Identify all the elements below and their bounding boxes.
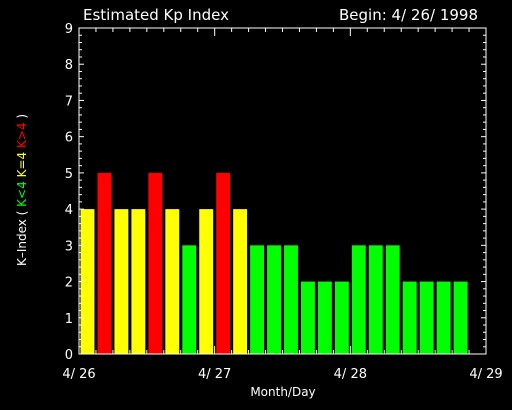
y-tick-label-7: 7 <box>65 94 73 109</box>
bar-11 <box>267 245 281 354</box>
bars-group <box>80 172 468 354</box>
bar-18 <box>385 245 400 354</box>
bar-6 <box>182 245 197 354</box>
y-axis-label-prefix: K–Index ( <box>15 207 29 266</box>
y-tick-label-6: 6 <box>65 131 73 146</box>
bar-16 <box>351 245 366 354</box>
x-tick-label-2: 4/ 28 <box>334 367 367 382</box>
bar-2 <box>114 209 129 354</box>
y-tick-label-2: 2 <box>65 276 73 291</box>
plot-frame <box>78 27 487 355</box>
y-tick-label-9: 9 <box>65 22 73 37</box>
y-tick-label-5: 5 <box>65 167 73 182</box>
y-axis-label-low: K<4 <box>15 181 29 207</box>
y-axis-label-high: K>4 <box>15 122 29 148</box>
y-axis-label-mid: K=4 <box>15 152 29 178</box>
bar-8 <box>216 172 231 354</box>
y-tick-label-4: 4 <box>65 203 73 218</box>
bar-4 <box>148 172 163 354</box>
bar-1 <box>97 172 112 354</box>
bar-21 <box>436 281 451 354</box>
y-tick-label-1: 1 <box>65 312 73 327</box>
y-tick-label-3: 3 <box>65 239 73 254</box>
y-tick-label-0: 0 <box>65 348 73 363</box>
y-axis-label-suffix: ) <box>15 114 29 123</box>
y-axis-label: K–Index ( K<4 K=4 K>4 ) <box>15 114 29 266</box>
bar-14 <box>317 281 332 354</box>
bar-10 <box>250 245 265 354</box>
bar-15 <box>334 281 349 354</box>
chart-subtitle: Begin: 4/ 26/ 1998 <box>339 6 478 24</box>
x-tick-label-3: 4/ 29 <box>469 367 502 382</box>
x-axis-label: Month/Day <box>250 385 315 399</box>
bar-12 <box>284 245 298 354</box>
x-tick-label-0: 4/ 26 <box>62 367 95 382</box>
bar-7 <box>199 209 214 354</box>
x-tick-label-1: 4/ 27 <box>198 367 231 382</box>
bar-5 <box>165 209 180 354</box>
bar-19 <box>402 281 417 354</box>
bar-20 <box>419 281 434 354</box>
chart-title: Estimated Kp Index <box>83 6 229 24</box>
bar-17 <box>368 245 383 354</box>
bar-22 <box>453 281 468 354</box>
bar-0 <box>80 209 95 354</box>
bar-13 <box>300 281 315 354</box>
bar-9 <box>233 209 248 354</box>
y-tick-label-8: 8 <box>65 58 73 73</box>
bar-3 <box>131 209 146 354</box>
